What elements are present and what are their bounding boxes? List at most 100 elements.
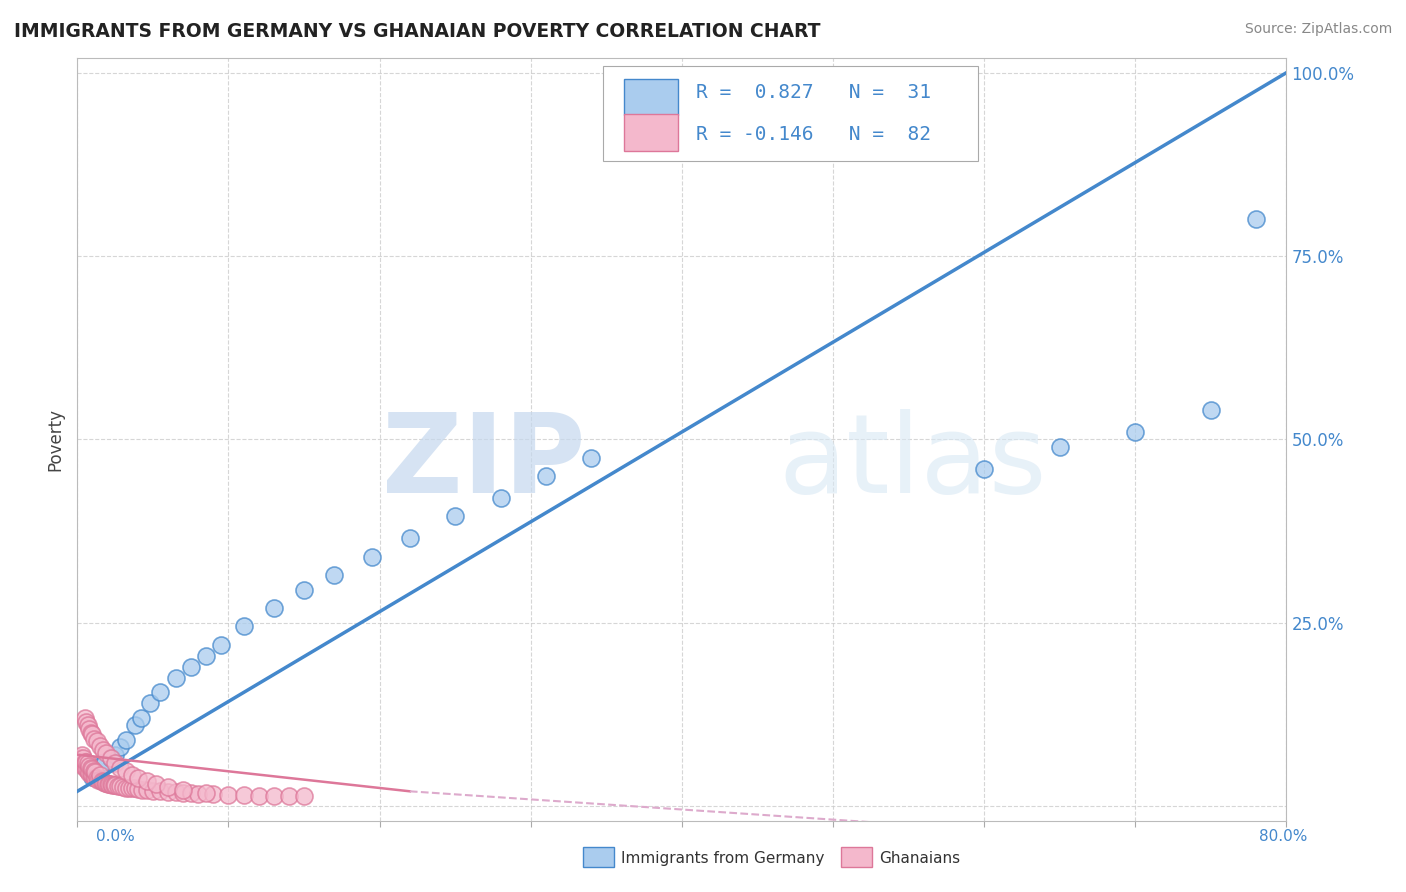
Point bbox=[135, 774, 157, 789]
Point bbox=[73, 758, 96, 772]
Point bbox=[80, 761, 103, 775]
Point bbox=[218, 788, 240, 802]
Point bbox=[104, 747, 127, 762]
Point bbox=[84, 766, 107, 780]
Text: Immigrants from Germany: Immigrants from Germany bbox=[621, 851, 825, 865]
Point bbox=[124, 781, 146, 796]
Point bbox=[100, 777, 122, 791]
Point bbox=[86, 771, 108, 785]
Point bbox=[232, 788, 254, 802]
Point bbox=[98, 777, 121, 791]
Point bbox=[1123, 425, 1146, 439]
Point bbox=[93, 755, 115, 769]
Text: ZIP: ZIP bbox=[382, 409, 585, 516]
Point bbox=[89, 773, 111, 788]
Point bbox=[100, 751, 122, 765]
Text: Ghanaians: Ghanaians bbox=[879, 851, 960, 865]
Point bbox=[72, 758, 94, 772]
Point bbox=[172, 786, 194, 800]
Point bbox=[82, 762, 104, 776]
Point bbox=[90, 774, 112, 789]
Point bbox=[263, 789, 285, 803]
Point bbox=[86, 734, 108, 748]
Bar bbox=[624, 114, 678, 151]
Point bbox=[131, 782, 153, 797]
Point bbox=[84, 765, 107, 780]
Point bbox=[145, 777, 167, 791]
Point bbox=[149, 784, 172, 798]
Text: atlas: atlas bbox=[779, 409, 1047, 516]
Point bbox=[247, 789, 270, 803]
Point bbox=[114, 780, 136, 795]
Point bbox=[79, 766, 101, 780]
Point bbox=[194, 786, 217, 800]
Point bbox=[534, 469, 557, 483]
Point bbox=[278, 789, 301, 804]
Point bbox=[187, 787, 209, 801]
Point bbox=[73, 711, 96, 725]
Point bbox=[94, 776, 117, 790]
Point bbox=[114, 733, 136, 747]
Bar bbox=[624, 78, 678, 115]
Point bbox=[69, 751, 91, 765]
Point bbox=[127, 782, 149, 797]
Point bbox=[180, 786, 202, 800]
Point bbox=[83, 731, 105, 746]
Point bbox=[89, 739, 111, 753]
Point bbox=[108, 740, 131, 755]
Point bbox=[80, 725, 103, 739]
Point bbox=[444, 509, 467, 524]
Point bbox=[232, 619, 254, 633]
Point bbox=[111, 780, 134, 794]
Text: R =  0.827   N =  31: R = 0.827 N = 31 bbox=[696, 83, 931, 102]
Text: 80.0%: 80.0% bbox=[1260, 830, 1308, 844]
Point bbox=[82, 770, 104, 784]
Point bbox=[82, 727, 104, 741]
Point bbox=[104, 779, 127, 793]
Point bbox=[87, 772, 110, 787]
Point bbox=[139, 696, 162, 710]
Point bbox=[104, 756, 127, 771]
Point bbox=[157, 780, 180, 794]
Point bbox=[91, 743, 114, 757]
Text: IMMIGRANTS FROM GERMANY VS GHANAIAN POVERTY CORRELATION CHART: IMMIGRANTS FROM GERMANY VS GHANAIAN POVE… bbox=[14, 22, 821, 41]
Point bbox=[77, 718, 100, 732]
Point bbox=[77, 756, 100, 771]
Point bbox=[292, 789, 315, 804]
Point bbox=[82, 768, 104, 782]
Point bbox=[157, 785, 180, 799]
Point bbox=[292, 582, 315, 597]
Point bbox=[114, 764, 136, 778]
Point bbox=[581, 450, 603, 465]
Point bbox=[89, 758, 111, 772]
Point bbox=[75, 714, 97, 729]
Point bbox=[103, 778, 125, 792]
Point bbox=[135, 782, 157, 797]
Point bbox=[180, 659, 202, 673]
Point bbox=[194, 648, 217, 663]
Point bbox=[489, 491, 512, 505]
Point bbox=[93, 775, 115, 789]
Y-axis label: Poverty: Poverty bbox=[46, 408, 65, 471]
Text: 0.0%: 0.0% bbox=[96, 830, 135, 844]
Point bbox=[75, 755, 97, 769]
Point bbox=[127, 771, 149, 785]
Point bbox=[1199, 403, 1222, 417]
Point bbox=[70, 747, 93, 762]
Point bbox=[108, 779, 131, 793]
Point bbox=[75, 762, 97, 776]
FancyBboxPatch shape bbox=[603, 66, 979, 161]
Point bbox=[100, 751, 122, 765]
Text: Source: ZipAtlas.com: Source: ZipAtlas.com bbox=[1244, 22, 1392, 37]
Point bbox=[202, 787, 225, 801]
Point bbox=[323, 568, 346, 582]
Point bbox=[973, 461, 995, 475]
Point bbox=[77, 764, 100, 778]
Point bbox=[67, 755, 90, 769]
Point bbox=[263, 601, 285, 615]
Point bbox=[1246, 212, 1268, 227]
Point bbox=[84, 771, 107, 785]
Point bbox=[96, 777, 118, 791]
Point bbox=[1049, 440, 1071, 454]
Point bbox=[83, 770, 105, 784]
